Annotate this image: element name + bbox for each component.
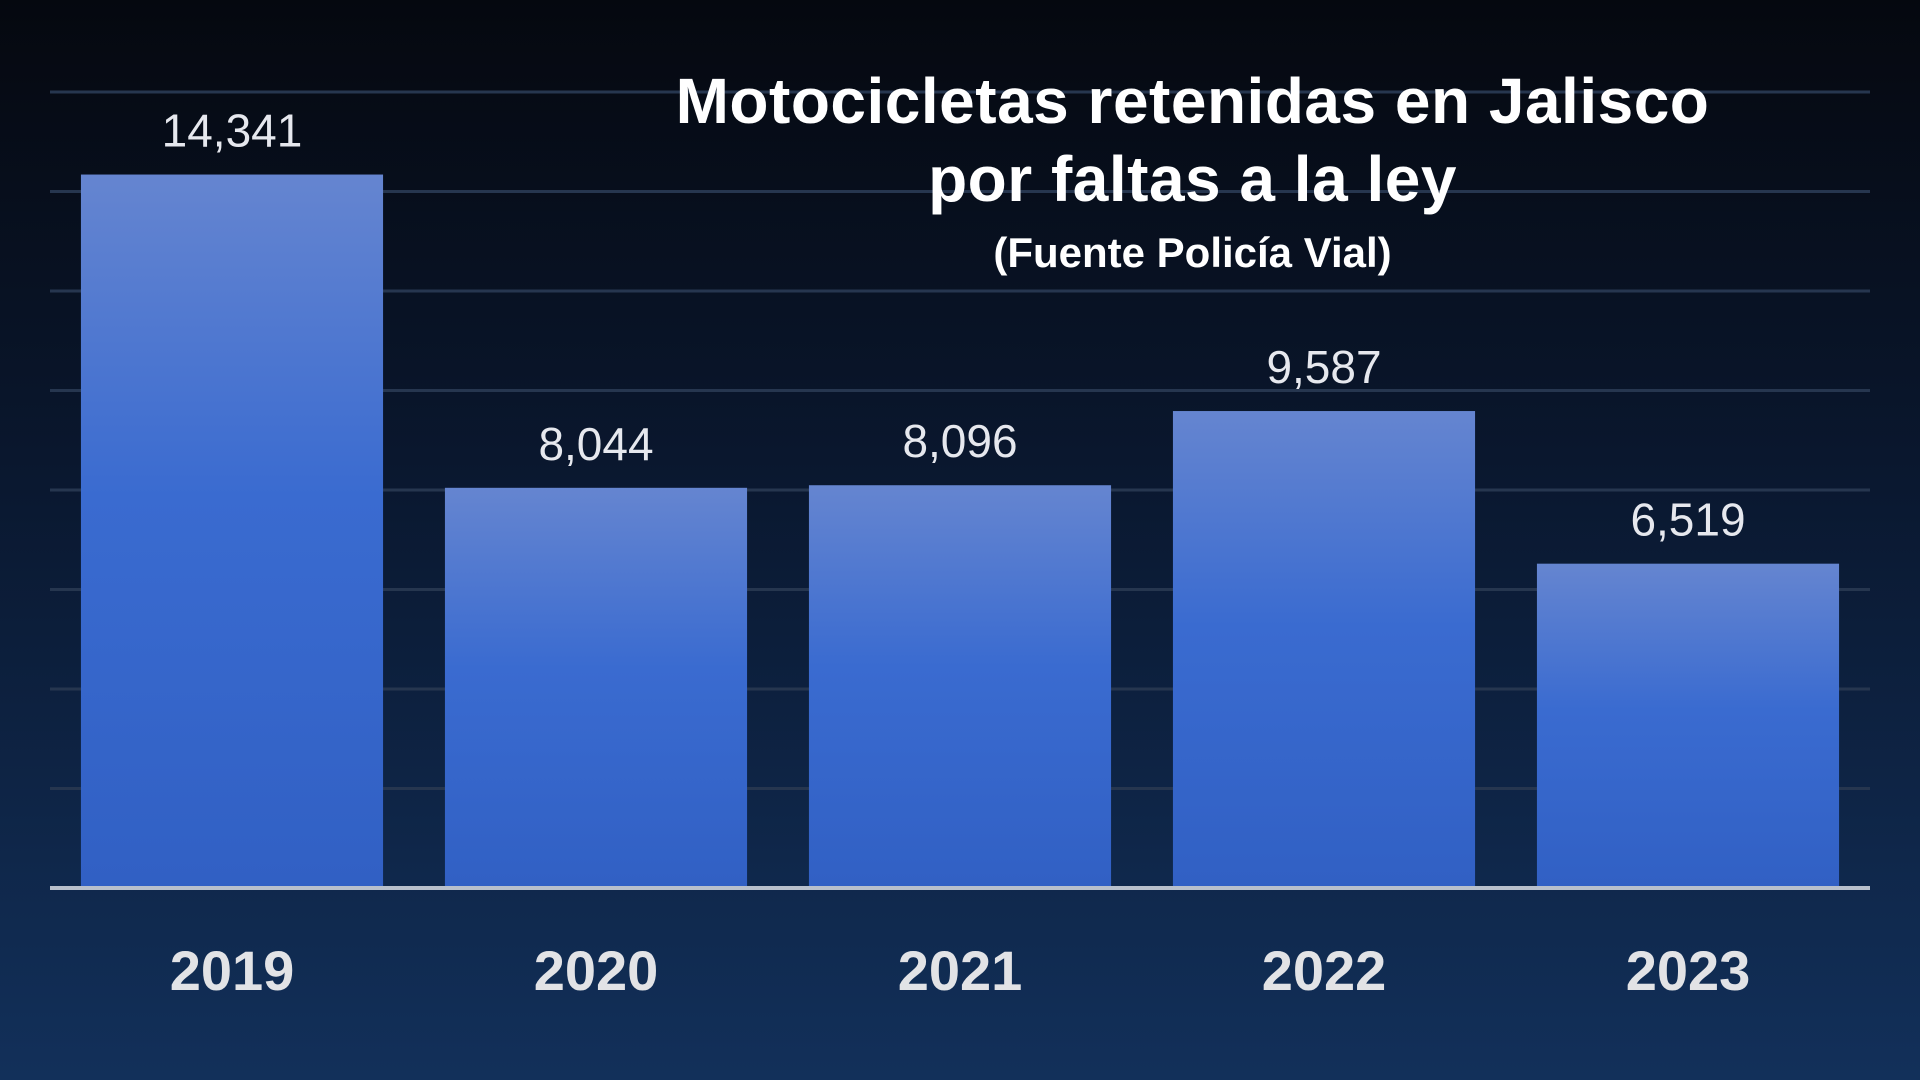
bar-2020 [444,487,748,888]
bars [80,174,1840,888]
category-labels: 2019 2020 2021 2022 2023 [170,939,1751,1002]
category-label-2021: 2021 [898,939,1023,1002]
value-label-2020: 8,044 [538,418,653,470]
category-label-2022: 2022 [1262,939,1387,1002]
bar-2022 [1172,411,1476,888]
bar-2023 [1536,563,1840,888]
category-label-2023: 2023 [1626,939,1751,1002]
bar-2021 [808,485,1112,888]
chart-title-line-1: Motocicletas retenidas en Jalisco [675,65,1710,137]
bar-2019 [80,174,384,888]
value-label-2021: 8,096 [902,415,1017,467]
category-label-2020: 2020 [534,939,659,1002]
value-label-2023: 6,519 [1630,494,1745,546]
chart-subtitle: (Fuente Policía Vial) [993,229,1392,276]
category-label-2019: 2019 [170,939,295,1002]
chart-title-block: Motocicletas retenidas en Jalisco por fa… [600,62,1785,278]
value-label-2019: 14,341 [162,105,303,157]
value-label-2022: 9,587 [1266,341,1381,393]
chart-title-line-2: por faltas a la ley [928,143,1457,215]
value-labels: 14,341 8,044 8,096 9,587 6,519 [162,105,1746,546]
